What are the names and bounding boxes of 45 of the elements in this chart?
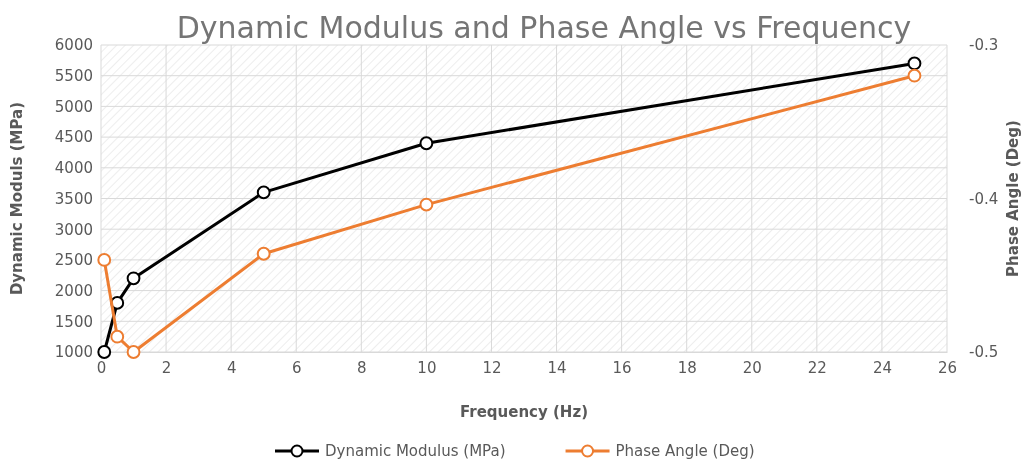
chart-title: Dynamic Modulus and Phase Angle vs Frequency: [176, 10, 912, 45]
point: [256, 246, 271, 261]
legend-label: Phase Angle (Deg): [615, 442, 755, 460]
x-axis-title: Frequency (Hz): [459, 403, 589, 421]
x-tick-label: 20: [742, 358, 762, 377]
point: [126, 271, 141, 286]
y2-tick-label: -0.5: [969, 343, 999, 362]
point: [907, 56, 922, 71]
point: [419, 136, 434, 151]
x-tick-label: 4: [226, 358, 237, 377]
y-tick-label: 5000: [54, 97, 93, 116]
x-tick-label: 14: [547, 358, 567, 377]
x-tick-label: 26: [937, 358, 958, 377]
y-tick-label: 5500: [54, 67, 93, 85]
y-tick-label: 1500: [54, 312, 93, 331]
y-axis-title: Dynamic Moduls (MPa): [8, 101, 26, 296]
y-tick-label: 4500: [54, 128, 93, 147]
point: [907, 68, 922, 83]
x-tick-label: 16: [612, 358, 632, 377]
y2-tick-label: -0.3: [969, 36, 999, 55]
point: [97, 252, 112, 267]
y-tick-label: 3000: [54, 220, 93, 239]
x-tick-label: 12: [482, 358, 502, 377]
y2-tick-label: -0.4: [969, 189, 999, 208]
x-tick-label: 2: [161, 358, 172, 377]
y-tick-label: 4000: [54, 159, 93, 178]
y2-axis-title: Phase Angle (Deg): [1004, 120, 1022, 277]
x-tick-label: 22: [807, 358, 827, 377]
point: [97, 345, 112, 359]
y-tick-label: 2000: [54, 281, 93, 300]
x-tick-label: 10: [417, 358, 437, 377]
point: [419, 197, 434, 212]
x-tick-label: 24: [872, 358, 892, 377]
x-tick-label: 6: [291, 358, 302, 377]
y-tick-label: 3500: [54, 189, 93, 208]
legend-label: Dynamic Modulus (MPa): [325, 442, 506, 460]
x-tick-label: 0: [96, 358, 107, 377]
x-tick-label: 8: [357, 358, 367, 377]
point: [126, 345, 141, 359]
y-tick-label: 2500: [54, 251, 93, 270]
x-tick-label: 18: [677, 358, 697, 377]
point: [256, 185, 271, 200]
point: [110, 329, 125, 344]
y-tick-label: 1000: [54, 343, 93, 362]
y-tick-label: 6000: [54, 36, 93, 55]
